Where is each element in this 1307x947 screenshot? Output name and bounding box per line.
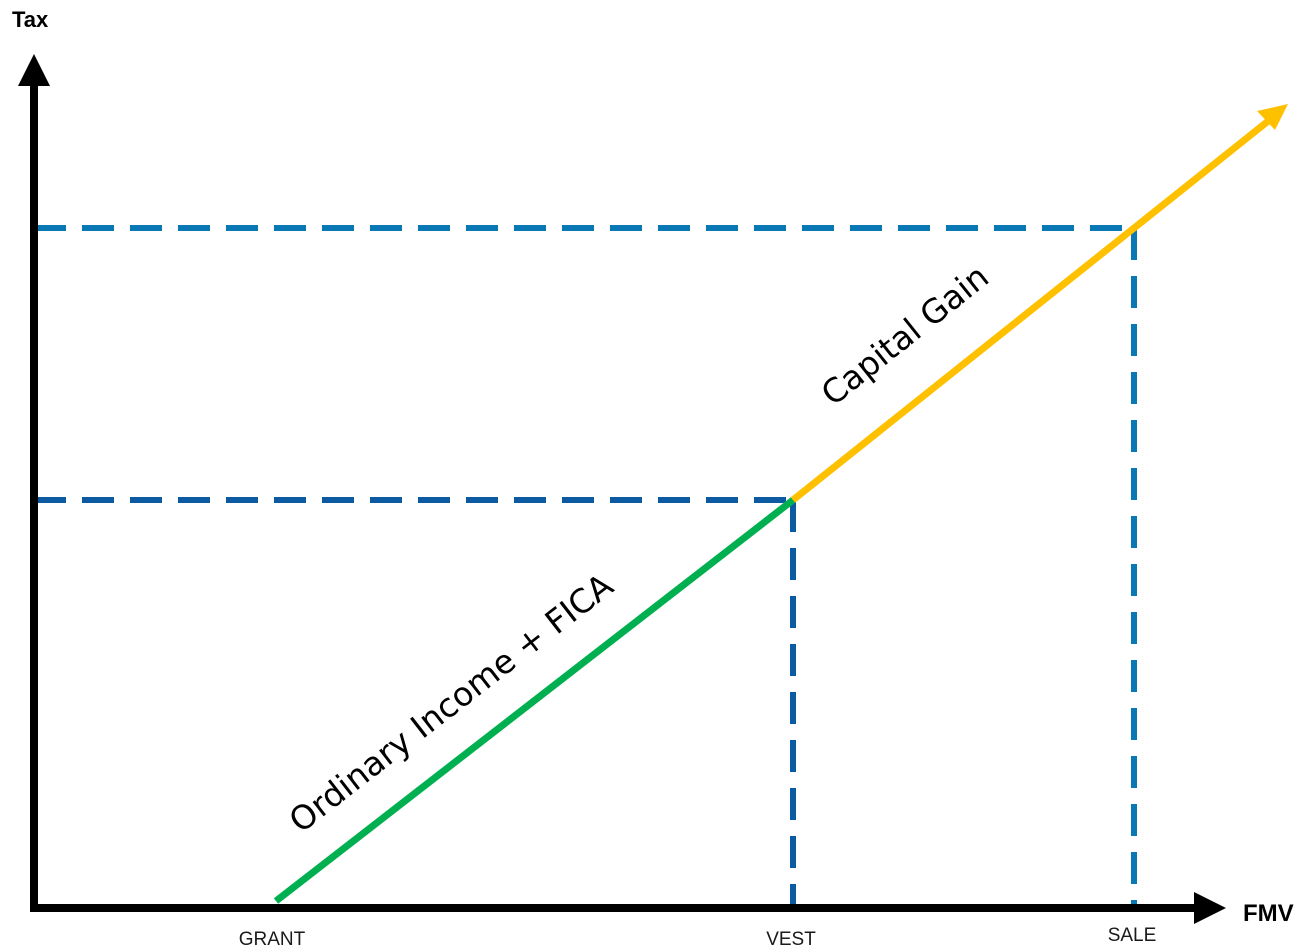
y-axis-arrowhead	[18, 54, 50, 86]
capital-gain-segment	[790, 115, 1275, 503]
x-axis-arrowhead	[1194, 892, 1226, 924]
capital-gain-label: Capital Gain	[814, 257, 996, 414]
grant-label: GRANT	[239, 929, 306, 947]
y-axis-title: Tax	[12, 7, 49, 32]
ordinary-income-segment	[273, 497, 796, 904]
capital-gain-arrowhead	[1257, 104, 1288, 130]
x-axis-title: FMV	[1243, 900, 1294, 927]
ordinary-income-label: Ordinary Income + FICA	[282, 565, 621, 840]
sale-label: SALE	[1108, 925, 1157, 946]
vest-label: VEST	[766, 929, 816, 947]
